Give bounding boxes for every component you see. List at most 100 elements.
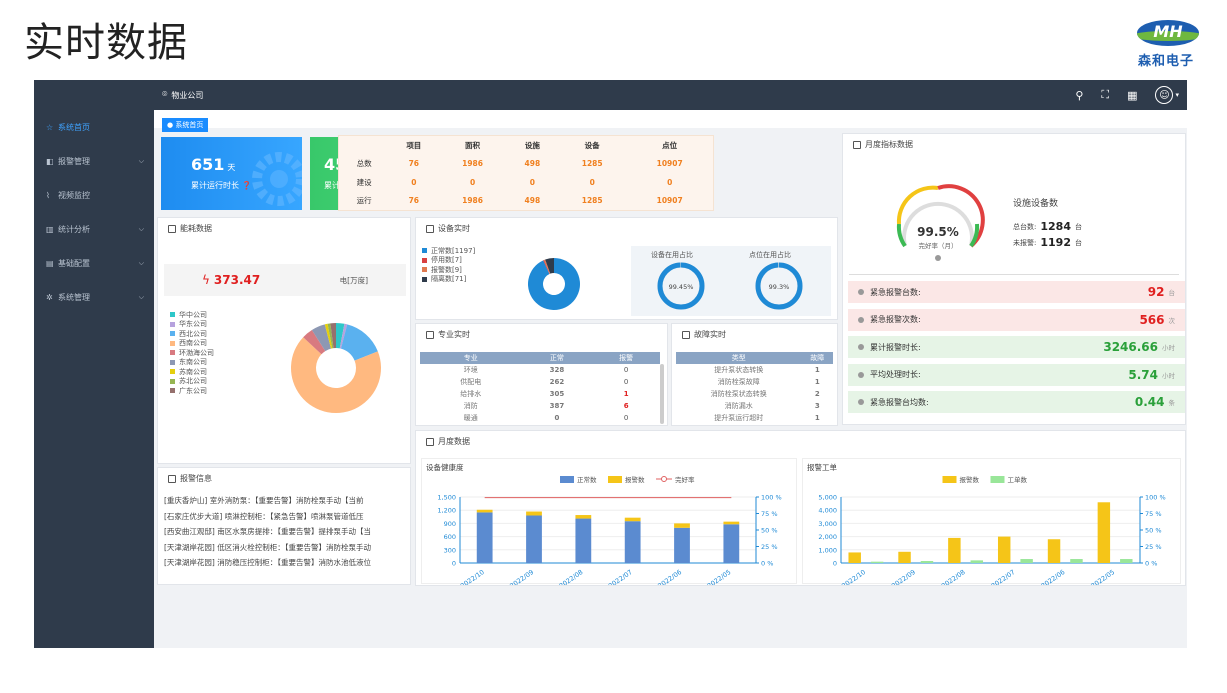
panel-icon — [168, 474, 176, 483]
alarm-item[interactable]: [天津湖岸花园] 消防稳压控制柜：【重要告警】消防水池低液位 — [164, 558, 371, 567]
bar[interactable] — [526, 515, 542, 563]
pie-slice[interactable] — [303, 330, 326, 355]
kpi-value: 5.74 — [1128, 367, 1158, 382]
device-title: 设备实时 — [438, 224, 470, 233]
legend-marker — [661, 476, 667, 482]
alarm-item[interactable]: [天津湖岸花园] 低区消火栓控制柜：【重要告警】消防栓泵手动 — [164, 542, 371, 552]
unalarmed-row: 未报警: 1192 台 — [1013, 236, 1082, 249]
pie-slice[interactable] — [327, 323, 334, 349]
x-tick-label: 2022/06 — [1040, 568, 1067, 585]
legend-item[interactable]: 东南公司 — [170, 358, 214, 368]
bar[interactable] — [476, 512, 493, 563]
legend-item[interactable]: 苏南公司 — [170, 367, 214, 377]
location-label[interactable]: 物业公司 — [171, 90, 204, 100]
bar[interactable] — [526, 511, 542, 516]
legend-item[interactable]: 华中公司 — [170, 310, 214, 320]
legend-label[interactable]: 报警数 — [960, 475, 980, 484]
alarm-item[interactable]: [石家庄优步大道] 喷淋控制柜：【紧急告警】喷淋泵管道低压 — [164, 511, 364, 521]
bar[interactable] — [723, 524, 740, 563]
alarm-info-title: 报警信息 — [180, 474, 212, 483]
legend-item[interactable]: 广东公司 — [170, 386, 214, 396]
kpi-label: 累计报警时长: — [870, 342, 921, 352]
y2-tick-label: 75 % — [761, 510, 778, 518]
pie-slice[interactable] — [340, 324, 378, 361]
bar[interactable] — [970, 560, 984, 563]
legend-item[interactable]: 西北公司 — [170, 329, 214, 339]
bar[interactable] — [948, 537, 961, 563]
sidebar-item-5[interactable]: ✲ 系统管理 ⌵ — [34, 280, 154, 314]
bar[interactable] — [997, 536, 1011, 563]
bar[interactable] — [1047, 539, 1061, 563]
bar[interactable] — [1120, 559, 1133, 563]
legend-label[interactable]: 报警数 — [625, 475, 645, 484]
sidebar-item-3[interactable]: ▥ 统计分析 ⌵ — [34, 212, 154, 246]
sidebar-item-2[interactable]: ⌇ 视频监控 — [34, 178, 154, 212]
legend-item[interactable]: 隔离数[71] — [422, 275, 475, 285]
pie-slice[interactable] — [528, 258, 580, 310]
sidebar-item-4[interactable]: ▤ 基础配置 ⌵ — [34, 246, 154, 280]
pie-slice[interactable] — [336, 323, 345, 349]
bar[interactable] — [575, 515, 592, 519]
alarm-item[interactable]: [西安曲江观邸] 南区水泵房提排：【重要告警】提排泵手动【当 — [164, 527, 371, 536]
kpi-value: 92 — [1147, 285, 1165, 299]
bar[interactable] — [1097, 502, 1111, 563]
pie-slice[interactable] — [339, 323, 348, 349]
legend-label: 报警数[9] — [431, 265, 462, 274]
panel-icon — [426, 330, 434, 339]
tab-home[interactable]: ● 系统首页 — [162, 118, 209, 132]
y2-tick-label: 100 % — [1145, 494, 1166, 502]
pie-slice[interactable] — [544, 259, 551, 274]
pie-slice[interactable] — [543, 259, 550, 274]
caret-down-icon[interactable]: ▾ — [1175, 91, 1179, 99]
legend-label[interactable]: 完好率 — [675, 475, 695, 484]
gear-decoration-icon — [252, 152, 302, 206]
sidebar-item-0[interactable]: ☆ 系统首页 — [34, 110, 154, 144]
legend-item[interactable]: 苏北公司 — [170, 377, 214, 387]
legend-item[interactable]: 西南公司 — [170, 339, 214, 349]
legend-item[interactable]: 正常数[1197] — [422, 246, 475, 256]
fullscreen-icon[interactable]: ⛶ — [1101, 88, 1110, 101]
bar[interactable] — [1070, 559, 1083, 563]
bar[interactable] — [848, 552, 861, 563]
legend-item[interactable]: 华东公司 — [170, 320, 214, 330]
pie-slice[interactable] — [330, 323, 336, 349]
dashboard-app: ☆ 系统首页 ◧ 报警管理 ⌵ ⌇ 视频监控 ▥ 统计分析 ⌵ ▤ 基础配置 ⌵ ✲ 系统管理 ⌵ ⌾ 物业公… — [34, 80, 1187, 648]
alarm-item[interactable]: [重庆香炉山] 室外消防泵：【重要告警】消防栓泵手动【当前 — [164, 496, 364, 505]
bar[interactable] — [674, 527, 690, 563]
bar[interactable] — [575, 518, 592, 563]
legend-label[interactable]: 工单数 — [1008, 475, 1028, 484]
sidebar-item-1[interactable]: ◧ 报警管理 ⌵ — [34, 144, 154, 178]
legend-item[interactable]: 环渤海公司 — [170, 348, 214, 358]
pie-slice[interactable] — [545, 258, 554, 274]
runtime-stat-card: 651 天 累计运行时长 ❓ — [161, 137, 302, 210]
scrollbar[interactable] — [660, 364, 664, 424]
bar[interactable] — [870, 561, 884, 563]
panel-icon — [853, 140, 861, 149]
pie-slice[interactable] — [291, 337, 381, 413]
search-icon[interactable]: ⚲ — [1075, 88, 1084, 102]
bar[interactable] — [624, 521, 641, 563]
bar[interactable] — [476, 509, 493, 513]
sidebar-icon: ☆ — [46, 122, 54, 132]
legend-label[interactable]: 正常数 — [577, 475, 597, 484]
pie-slice[interactable] — [311, 324, 332, 352]
bar[interactable] — [920, 561, 934, 563]
kpi-label: 紧急报警台数: — [870, 287, 921, 297]
bar[interactable] — [723, 521, 740, 525]
grid-icon[interactable]: ▦ — [1127, 88, 1138, 102]
user-avatar-icon[interactable]: ☺ — [1155, 86, 1174, 104]
bar[interactable] — [624, 517, 641, 522]
table-row: 暖通 0 0 — [420, 412, 660, 424]
table-cell: 消防漏水 — [724, 402, 753, 410]
summary-cell: 76 — [408, 159, 420, 169]
legend-item[interactable]: 停用数[7] — [422, 256, 475, 266]
pie-slice[interactable] — [324, 323, 333, 349]
sidebar-item-label: 系统管理 — [58, 292, 90, 302]
bar[interactable] — [1020, 559, 1033, 563]
kpi-value: 0.44 — [1134, 395, 1165, 409]
legend-swatch — [422, 248, 427, 254]
legend-swatch — [170, 378, 175, 384]
bar[interactable] — [674, 523, 690, 528]
bar[interactable] — [898, 551, 911, 563]
legend-item[interactable]: 报警数[9] — [422, 265, 475, 275]
